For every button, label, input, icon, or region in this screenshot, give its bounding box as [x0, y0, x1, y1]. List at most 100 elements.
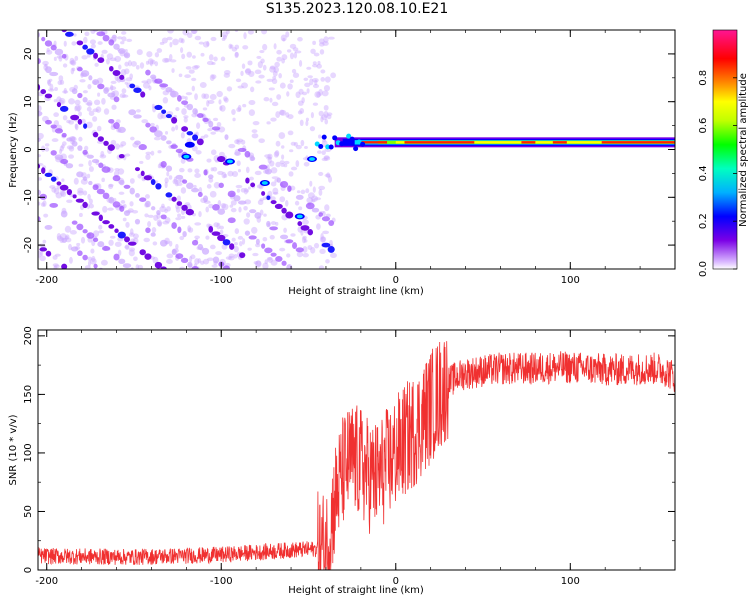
spectrogram-speckle — [120, 200, 126, 204]
spectrogram-streak-blob — [49, 71, 59, 77]
spectrogram-speckle — [233, 254, 238, 259]
spectrogram-speckle — [274, 61, 280, 68]
spectrogram-speckle — [150, 150, 155, 156]
spectrogram-streak-blob — [165, 113, 172, 119]
spectrogram-speckle — [64, 225, 72, 233]
spectrogram-streak-blob — [50, 44, 57, 51]
spectrogram-streak-blob — [61, 53, 67, 59]
spectrogram-streak-blob — [171, 196, 177, 202]
spectrogram-streak-blob — [45, 66, 52, 74]
spectrogram-speckle — [118, 64, 122, 70]
spectrogram-speckle — [172, 178, 179, 185]
spectrogram-speckle — [87, 193, 91, 201]
spectrogram-speckle — [55, 192, 63, 199]
spectrogram-speckle — [40, 202, 46, 207]
spectrogram-streak-blob — [102, 220, 110, 225]
spectrogram-streak-blob — [113, 253, 120, 261]
spectrogram-streak-blob — [77, 92, 83, 99]
spectrogram-streak-blob — [155, 183, 162, 190]
spectrogram-speckle — [125, 77, 133, 82]
spectrogram-streak-blob — [150, 206, 156, 211]
spectrogram-speckle — [135, 109, 141, 113]
spectrogram-streak-blob — [71, 88, 78, 95]
spectrogram-streak-blob — [159, 83, 169, 88]
spectrogram-streak-blob — [38, 137, 41, 142]
spectrogram-streak-blob — [101, 166, 111, 173]
spectrogram-speckle — [71, 41, 77, 46]
spectrogram-speckle — [298, 206, 303, 211]
spectrogram-speckle — [257, 199, 264, 205]
spectrogram-speckle — [167, 30, 174, 34]
top-y-tick-label: 10 — [23, 95, 34, 108]
spectrogram-speckle — [290, 166, 298, 171]
spectrogram-streak-blob — [311, 207, 320, 213]
spectrogram-streak-blob — [182, 179, 188, 184]
spectrogram-speckle — [232, 117, 236, 122]
spectrogram-speckle — [106, 58, 110, 65]
spectrogram-speckle — [121, 94, 129, 98]
spectrogram-speckle — [213, 181, 221, 189]
spectrogram-speckle — [197, 258, 202, 264]
spectrogram-speckle — [75, 104, 82, 112]
spectrogram-speckle — [275, 111, 281, 119]
spectrogram-streak-blob — [71, 220, 78, 225]
spectrogram-speckle — [151, 103, 155, 109]
spectrogram-speckle — [267, 153, 273, 159]
spectrogram-speckle — [54, 253, 61, 257]
spectrogram-speckle — [184, 202, 191, 206]
spectrogram-speckle — [68, 154, 74, 159]
spectrogram-speckle — [202, 258, 210, 265]
spectrogram-streak-blob — [239, 252, 246, 259]
bottom-y-tick-label: 50 — [23, 505, 34, 518]
spectrogram-speckle — [259, 50, 265, 54]
spectrogram-streak-blob — [38, 110, 43, 117]
spectrogram-speckle — [135, 65, 140, 70]
spectrogram-streak-blob — [212, 204, 220, 211]
spectrogram-speckle — [187, 168, 193, 173]
spectrogram-speckle — [307, 75, 313, 79]
spectrogram-speckle — [62, 115, 68, 121]
spectrogram-speckle — [68, 120, 74, 125]
spectrogram-streak-blob — [250, 182, 256, 188]
spectrogram-speckle — [157, 112, 164, 120]
spectrogram-speckle — [270, 181, 277, 187]
spectrogram-streak-blob — [270, 252, 277, 257]
spectrogram-speckle — [114, 168, 120, 172]
spectrogram-speckle — [200, 52, 205, 57]
spectrogram-speckle — [318, 42, 325, 47]
spectrogram-speckle — [276, 49, 282, 55]
spectrogram-speckle — [175, 206, 181, 213]
spectrogram-speckle — [180, 215, 186, 219]
spectrogram-streak-blob — [96, 188, 105, 195]
spectrogram-speckle — [42, 200, 47, 207]
spectrogram-speckle — [164, 177, 169, 184]
spectrogram-speckle — [142, 82, 150, 89]
spectrogram-speckle — [114, 55, 122, 63]
spectrogram-streak-blob — [154, 130, 163, 138]
spectrogram-streak-blob — [185, 208, 194, 216]
spectrogram-speckle — [193, 184, 197, 189]
spectrogram-streak-blob — [150, 178, 156, 186]
spectrogram-speckle — [243, 218, 250, 225]
spectrogram-streak-blob — [119, 179, 125, 186]
spectrogram-streak-blob — [255, 238, 260, 245]
spectrogram-speckle — [272, 187, 279, 195]
spectrogram-speckle — [187, 32, 193, 39]
spectrogram-speckle — [38, 154, 42, 158]
spectrogram-streak-blob — [103, 87, 109, 94]
spectrogram-streak-blob — [292, 270, 297, 274]
spectrogram-speckle — [110, 80, 117, 85]
spectrogram-speckle — [314, 79, 318, 86]
spectrogram-speckle — [171, 68, 175, 73]
spectrogram-streak-blob — [135, 192, 140, 198]
spectrogram-speckle — [266, 78, 274, 82]
spectrogram-speckle — [218, 99, 222, 105]
spectrogram-streak-blob — [186, 131, 194, 136]
spectrogram-streak-blob — [124, 236, 130, 243]
spectrogram-speckle — [78, 163, 84, 167]
spectrogram-speckle — [250, 86, 255, 93]
spectrogram-speckle — [53, 99, 58, 103]
spectrogram-speckle — [179, 266, 186, 269]
